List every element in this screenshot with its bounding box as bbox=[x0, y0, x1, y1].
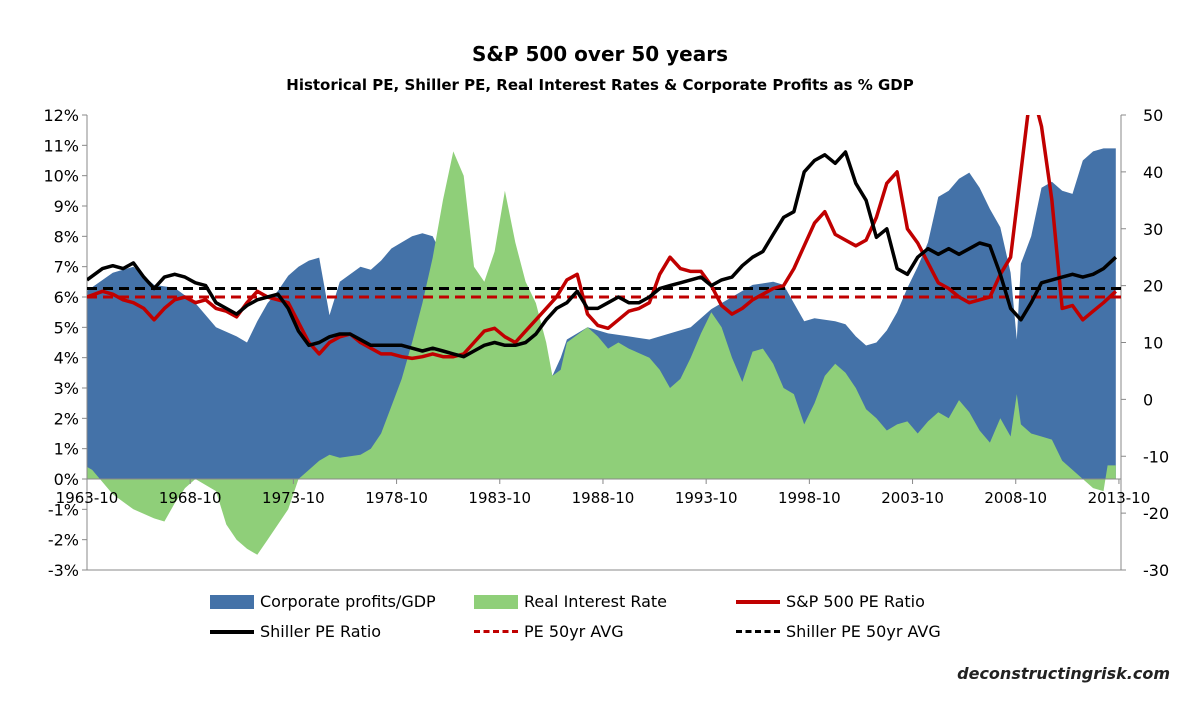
legend-label-corporate-profits: Corporate profits/GDP bbox=[260, 592, 436, 611]
left-axis-tick-label: 5% bbox=[54, 318, 79, 337]
legend-label-sp500-pe: S&P 500 PE Ratio bbox=[786, 592, 925, 611]
legend-sp500-pe: S&P 500 PE Ratio bbox=[736, 592, 925, 611]
legend-pe-avg: PE 50yr AVG bbox=[474, 622, 624, 641]
legend-swatch-pe-avg bbox=[474, 630, 518, 633]
series-line-shiller-pe bbox=[87, 150, 1117, 359]
series-area-real-interest-rate bbox=[87, 151, 1116, 555]
right-axis-tick-label: 50 bbox=[1143, 106, 1163, 125]
left-axis-tick-label: 10% bbox=[43, 167, 79, 186]
legend-swatch-sp500-pe bbox=[736, 599, 780, 604]
series-line-sp500-pe bbox=[87, 115, 1117, 361]
left-axis-tick-label: 1% bbox=[54, 440, 79, 459]
source-credit: deconstructingrisk.com bbox=[957, 664, 1170, 683]
x-axis-tick-label: 1988-10 bbox=[572, 489, 635, 507]
right-axis-tick-label: 10 bbox=[1143, 334, 1163, 353]
legend-swatch-corporate-profits bbox=[210, 594, 254, 609]
left-axis-tick-label: -3% bbox=[48, 561, 79, 580]
x-axis-tick-label: 1973-10 bbox=[262, 489, 325, 507]
left-axis-tick-label: 0% bbox=[54, 470, 79, 489]
chart-title: S&P 500 over 50 years bbox=[471, 42, 728, 66]
x-axis-tick-label: 1993-10 bbox=[675, 489, 738, 507]
x-axis-tick-label: 1998-10 bbox=[778, 489, 841, 507]
x-axis-tick-label: 2003-10 bbox=[881, 489, 944, 507]
x-axis-tick-label: 1978-10 bbox=[365, 489, 428, 507]
right-axis-tick-label: 0 bbox=[1143, 390, 1153, 409]
legend-real-interest-rate: Real Interest Rate bbox=[474, 592, 667, 611]
legend-swatch-shiller-avg bbox=[736, 630, 780, 633]
legend-corporate-profits: Corporate profits/GDP bbox=[210, 592, 436, 611]
legend-label-shiller-avg: Shiller PE 50yr AVG bbox=[786, 622, 941, 641]
right-axis-tick-label: -10 bbox=[1143, 447, 1169, 466]
left-axis-tick-label: 7% bbox=[54, 258, 79, 277]
x-axis-tick-label: 2008-10 bbox=[984, 489, 1047, 507]
left-axis-tick-label: 12% bbox=[43, 106, 79, 125]
left-axis-tick-label: 11% bbox=[43, 136, 79, 155]
legend-shiller-pe: Shiller PE Ratio bbox=[210, 622, 381, 641]
chart-subtitle: Historical PE, Shiller PE, Real Interest… bbox=[286, 76, 914, 94]
legend-label-pe-avg: PE 50yr AVG bbox=[524, 622, 624, 641]
legend-label-real-interest-rate: Real Interest Rate bbox=[524, 592, 668, 611]
left-axis-tick-label: 8% bbox=[54, 227, 79, 246]
left-axis-tick-label: -2% bbox=[48, 531, 79, 550]
left-axis-tick-label: 2% bbox=[54, 409, 79, 428]
right-axis-tick-label: -30 bbox=[1143, 561, 1169, 580]
legend-swatch-shiller-pe bbox=[210, 629, 254, 634]
legend-shiller-avg: Shiller PE 50yr AVG bbox=[736, 622, 941, 641]
left-axis-tick-label: 6% bbox=[54, 288, 79, 307]
left-axis-tick-label: 9% bbox=[54, 197, 79, 216]
legend-label-shiller-pe: Shiller PE Ratio bbox=[260, 622, 382, 641]
x-axis-tick-label: 1983-10 bbox=[468, 489, 531, 507]
x-axis-tick-label: 2013-10 bbox=[1088, 489, 1151, 507]
right-axis-tick-label: 30 bbox=[1143, 220, 1163, 239]
right-axis-tick-label: 20 bbox=[1143, 277, 1163, 296]
right-axis-tick-label: 40 bbox=[1143, 163, 1163, 182]
left-axis-tick-label: -1% bbox=[48, 500, 79, 519]
left-axis-tick-label: 4% bbox=[54, 349, 79, 368]
x-axis-tick-label: 1963-10 bbox=[56, 489, 119, 507]
right-axis-tick-label: -20 bbox=[1143, 504, 1169, 523]
left-axis-tick-label: 3% bbox=[54, 379, 79, 398]
legend-swatch-real-interest-rate bbox=[474, 594, 518, 609]
x-axis-tick-label: 1968-10 bbox=[159, 489, 222, 507]
